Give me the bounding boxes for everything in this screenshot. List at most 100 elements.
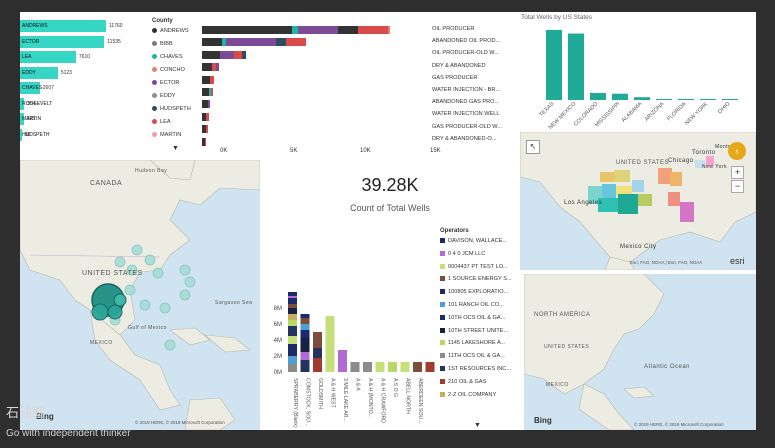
states-column-chart[interactable]: Total Wells by US States TEXAS NEW MEXICO… bbox=[516, 12, 756, 132]
zoom-out-button[interactable]: − bbox=[731, 180, 744, 193]
well-type-segment[interactable] bbox=[216, 63, 219, 72]
well-type-segment[interactable] bbox=[234, 50, 242, 59]
county-wells-bar[interactable] bbox=[20, 113, 24, 125]
operator-column-segment[interactable] bbox=[400, 362, 410, 372]
county-wells-bar[interactable] bbox=[20, 20, 106, 32]
state-column[interactable] bbox=[546, 30, 562, 100]
county-wells-bar[interactable] bbox=[20, 97, 25, 110]
operator-column-segment[interactable] bbox=[425, 362, 435, 372]
operator-column-segment[interactable] bbox=[313, 358, 322, 372]
state-column[interactable] bbox=[678, 99, 694, 100]
well-type-segment[interactable] bbox=[286, 38, 306, 47]
operator-column-segment[interactable] bbox=[288, 314, 297, 320]
well-type-segment[interactable] bbox=[276, 38, 286, 47]
operator-column-segment[interactable] bbox=[313, 332, 322, 348]
well-type-segment[interactable] bbox=[210, 75, 214, 84]
well-type-segment[interactable] bbox=[222, 38, 226, 47]
operator-column-segment[interactable] bbox=[375, 362, 385, 372]
operators-legend-scroll-icon[interactable]: ▼ bbox=[474, 422, 481, 429]
state-column[interactable] bbox=[590, 93, 606, 100]
well-type-segment[interactable] bbox=[298, 26, 338, 34]
locate-icon[interactable]: ♁ bbox=[728, 142, 746, 160]
operator-legend-item[interactable]: 0 4 0 JCM LLC bbox=[440, 251, 485, 257]
county-legend-item[interactable]: HUDSPETH bbox=[152, 106, 191, 112]
operator-column-segment[interactable] bbox=[338, 350, 347, 372]
operator-column-segment[interactable] bbox=[388, 362, 397, 372]
county-legend-item[interactable]: ANDREWS bbox=[152, 28, 189, 34]
well-type-segment[interactable] bbox=[202, 88, 209, 96]
county-legend-item[interactable]: CONCHO bbox=[152, 67, 185, 73]
operator-column-segment[interactable] bbox=[288, 326, 297, 336]
well-type-stacked-chart[interactable]: County ANDREWS BIBB CHAVES CONCHO ECTOR EDDY H… bbox=[142, 12, 512, 157]
operator-legend-item[interactable]: 1ST RESOURCES INC... bbox=[440, 366, 511, 372]
operator-legend-item[interactable]: 1 SOURCE ENERGY S... bbox=[440, 276, 512, 282]
well-type-segment[interactable] bbox=[205, 137, 206, 146]
operator-legend-item[interactable]: 0004437 PT TEST LO... bbox=[440, 264, 508, 270]
operator-column-segment[interactable] bbox=[288, 296, 297, 298]
operator-column-segment[interactable] bbox=[288, 336, 297, 344]
operator-column-segment[interactable] bbox=[313, 348, 322, 358]
operators-stacked-column-chart[interactable]: 0M 2M 4M 6M 8M SPRABERRY (Blank) COMSTOCK, SOU… bbox=[260, 224, 522, 430]
county-legend-item[interactable]: ECTOR bbox=[152, 80, 179, 86]
operator-column-segment[interactable] bbox=[300, 338, 310, 352]
operator-legend-item[interactable]: 101 RANCH OIL CO... bbox=[440, 302, 504, 308]
well-type-segment[interactable] bbox=[292, 26, 298, 34]
county-wells-bar[interactable] bbox=[20, 128, 22, 141]
legend-scroll-icon[interactable]: ▼ bbox=[172, 145, 179, 152]
operator-column-segment[interactable] bbox=[325, 316, 335, 372]
state-column[interactable] bbox=[656, 99, 672, 100]
state-column[interactable] bbox=[612, 93, 628, 100]
county-legend-item[interactable]: CHAVES bbox=[152, 54, 183, 60]
well-type-segment[interactable] bbox=[211, 88, 213, 96]
operator-legend-item[interactable]: 210 OIL & GAS bbox=[440, 379, 486, 385]
operator-column-segment[interactable] bbox=[300, 330, 310, 338]
well-type-segment[interactable] bbox=[202, 38, 222, 47]
operator-column-segment[interactable] bbox=[288, 356, 297, 364]
county-wells-bar[interactable] bbox=[20, 82, 40, 94]
operator-legend-item[interactable]: 2-Z OIL COMPANY bbox=[440, 392, 496, 398]
well-type-segment[interactable] bbox=[338, 26, 358, 34]
county-legend-item[interactable]: EDDY bbox=[152, 93, 176, 99]
operator-column-segment[interactable] bbox=[288, 298, 297, 304]
county-wells-bar[interactable] bbox=[20, 66, 58, 79]
operator-column-segment[interactable] bbox=[288, 320, 297, 326]
county-wells-bar[interactable] bbox=[20, 51, 76, 63]
us-bubble-map[interactable]: CANADA Hudson Bay UNITED STATES MEXICO G… bbox=[20, 160, 260, 430]
operator-legend-item[interactable]: 10TH STREET UNITE... bbox=[440, 328, 508, 334]
county-wells-bar-chart[interactable]: ANDREWS 11760 ECTOR 11535 LEA 7610 EDDY 5123 CHA… bbox=[20, 12, 140, 154]
state-column[interactable] bbox=[722, 99, 738, 100]
well-type-segment[interactable] bbox=[242, 50, 246, 59]
select-tool-icon[interactable]: ↖ bbox=[526, 140, 540, 154]
operator-column-segment[interactable] bbox=[288, 364, 297, 372]
well-type-segment[interactable] bbox=[202, 125, 206, 134]
state-column[interactable] bbox=[634, 97, 650, 100]
states-choropleth-map[interactable]: UNITED STATES Chicago Toronto Montreal N… bbox=[520, 132, 756, 270]
operator-column-segment[interactable] bbox=[288, 308, 297, 314]
county-wells-bar[interactable] bbox=[20, 35, 105, 48]
well-type-segment[interactable] bbox=[212, 63, 216, 72]
operator-legend-item[interactable]: 10TH OCS OIL & GA... bbox=[440, 315, 505, 321]
well-type-segment[interactable] bbox=[202, 100, 208, 109]
operator-legend-item[interactable]: 1145 LAKESHORE A... bbox=[440, 340, 505, 346]
well-type-segment[interactable] bbox=[206, 125, 208, 134]
well-type-segment[interactable] bbox=[388, 26, 390, 34]
well-type-segment[interactable] bbox=[358, 26, 388, 34]
well-type-segment[interactable] bbox=[206, 112, 209, 121]
operator-column-segment[interactable] bbox=[363, 362, 372, 372]
county-legend-item[interactable]: BIBB bbox=[152, 41, 173, 47]
operator-column-segment[interactable] bbox=[300, 318, 310, 324]
well-type-segment[interactable] bbox=[208, 100, 210, 109]
well-type-segment[interactable] bbox=[202, 26, 292, 34]
operator-column-segment[interactable] bbox=[288, 292, 297, 296]
operator-column-segment[interactable] bbox=[350, 362, 360, 372]
total-wells-card[interactable]: 39.28K Count of Total Wells bbox=[270, 167, 510, 227]
operator-column-segment[interactable] bbox=[300, 324, 310, 330]
north-america-map[interactable]: NORTH AMERICA UNITED STATES MEXICO Atlan… bbox=[524, 274, 756, 430]
zoom-in-button[interactable]: + bbox=[731, 166, 744, 179]
well-type-segment[interactable] bbox=[202, 137, 205, 146]
well-type-segment[interactable] bbox=[202, 50, 220, 59]
county-legend-item[interactable]: MARTIN bbox=[152, 132, 181, 138]
operator-legend-item[interactable]: 11TH OCS OIL & GA... bbox=[440, 353, 505, 359]
well-type-segment[interactable] bbox=[220, 50, 234, 59]
operator-column-segment[interactable] bbox=[413, 362, 422, 372]
